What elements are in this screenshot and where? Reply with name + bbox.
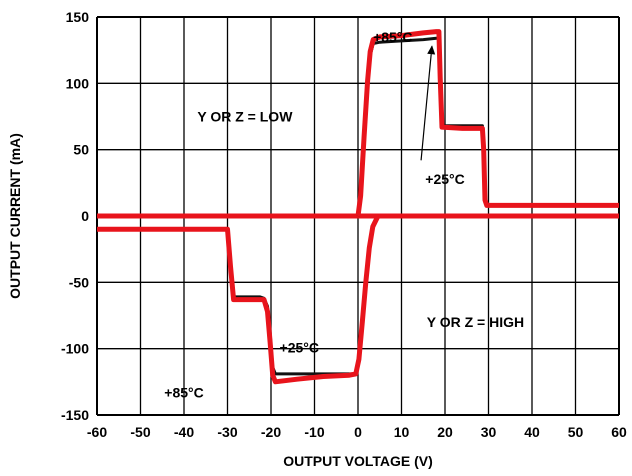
data-series	[97, 29, 619, 385]
y-tick-label: -100	[61, 341, 89, 357]
y-tick-label: -50	[69, 274, 89, 290]
annotations: +85°C Y OR Z = LOW +25°C Y OR Z = HIGH +25°C…	[164, 29, 524, 401]
x-tick-label: -20	[261, 424, 281, 440]
y-tick-label: 50	[73, 142, 89, 158]
y-tick-label: -150	[61, 407, 89, 423]
x-tick-label: 50	[568, 424, 584, 440]
x-tick-label: -10	[304, 424, 324, 440]
annotation-label: +25°C	[280, 339, 319, 355]
x-tick-label: 10	[394, 424, 410, 440]
annotation-label: Y OR Z = LOW	[197, 109, 293, 125]
x-tick-label: -50	[130, 424, 150, 440]
y-tick-label: 0	[81, 208, 89, 224]
x-tick-label: 30	[481, 424, 497, 440]
tick-labels: -60 -50 -40 -30 -20 -10 0 10 20 30 40 50 60-150-100-…	[61, 9, 627, 440]
y-axis-label: OUTPUT CURRENT (mA)	[7, 133, 23, 299]
x-tick-label: 40	[524, 424, 540, 440]
annotation-label: Y OR Z = HIGH	[427, 314, 524, 330]
annotation-label: +25°C	[425, 171, 464, 187]
x-tick-label: -40	[174, 424, 194, 440]
x-axis-label: OUTPUT VOLTAGE (V)	[283, 453, 433, 469]
annotation-label: +85°C	[164, 384, 203, 400]
x-tick-label: -60	[87, 424, 107, 440]
annotation-arrow	[420, 45, 436, 161]
x-tick-label: 20	[437, 424, 453, 440]
series-red-2	[355, 29, 619, 217]
series-red-4	[97, 213, 619, 385]
y-tick-label: 100	[66, 75, 90, 91]
y-tick-label: 150	[66, 9, 90, 25]
x-tick-label: 60	[611, 424, 627, 440]
annotation-label: +85°C	[373, 29, 412, 45]
x-tick-label: -30	[217, 424, 237, 440]
x-tick-label: 0	[354, 424, 362, 440]
